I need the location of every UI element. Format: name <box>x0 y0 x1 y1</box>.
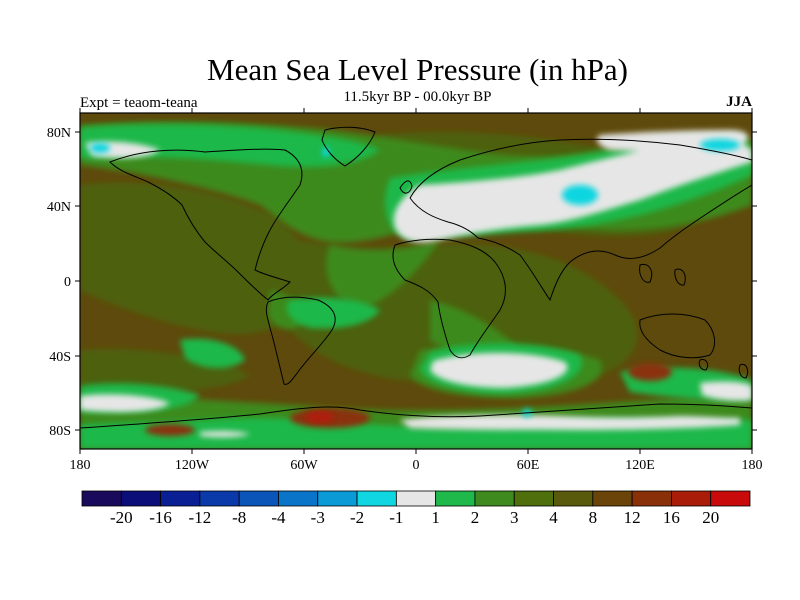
colorbar-swatch <box>120 490 161 507</box>
cyan-regions <box>90 139 740 417</box>
lon-label-60w: 60W <box>290 458 318 473</box>
lat-label-80s: 80S <box>49 424 71 439</box>
lat-label-80n: 80N <box>47 126 71 141</box>
lon-label-180w: 180 <box>70 458 91 473</box>
colorbar-swatch <box>435 490 476 507</box>
colorbar-swatch <box>356 490 397 507</box>
red-regions <box>306 411 334 423</box>
colorbar-label: 1 <box>431 508 440 527</box>
colorbar-swatch <box>160 490 201 507</box>
colorbar-swatch <box>474 490 515 507</box>
colorbar-swatch <box>238 490 279 507</box>
colorbar-label: -16 <box>149 508 172 527</box>
colorbar-swatch <box>592 490 633 507</box>
colorbar-label: 8 <box>589 508 598 527</box>
colorbar-label: 4 <box>549 508 558 527</box>
colorbar: -20 -16 -12 -8 -4 -3 -2 -1 1 2 3 4 8 12 16 20 <box>81 490 751 527</box>
colorbar-swatch <box>395 490 437 507</box>
colorbar-label: -1 <box>389 508 403 527</box>
colorbar-label: 20 <box>702 508 719 527</box>
tick-marks <box>75 108 757 454</box>
experiment-label: Expt = teaom-teana <box>80 95 198 111</box>
lat-tick-labels: 80N 40N 0 40S 80S <box>47 126 71 439</box>
colorbar-label: -8 <box>232 508 246 527</box>
colorbar-label: -2 <box>350 508 364 527</box>
lon-tick-labels: 180 120W 60W 0 60E 120E 180 <box>70 458 763 473</box>
lon-label-120w: 120W <box>175 458 210 473</box>
colorbar-swatch <box>199 490 240 507</box>
colorbar-label: 3 <box>510 508 519 527</box>
lat-label-40n: 40N <box>47 200 71 215</box>
colorbar-swatch <box>278 490 319 507</box>
colorbar-swatch <box>513 490 554 507</box>
season-label: JJA <box>726 94 752 110</box>
colorbar-label: -3 <box>311 508 325 527</box>
lon-label-60e: 60E <box>517 458 540 473</box>
colorbar-swatch <box>317 490 358 507</box>
map-title: Mean Sea Level Pressure (in hPa) <box>207 52 628 87</box>
coastlines <box>80 126 752 429</box>
colorbar-label: -4 <box>271 508 286 527</box>
colorbar-label: 2 <box>471 508 480 527</box>
colorbar-swatch <box>81 490 122 507</box>
lon-label-120e: 120E <box>625 458 655 473</box>
colorbar-swatch <box>671 490 712 507</box>
colorbar-label: -12 <box>189 508 212 527</box>
lat-label-40s: 40S <box>49 350 71 365</box>
lon-label-0: 0 <box>413 458 420 473</box>
pressure-field <box>80 113 752 449</box>
colorbar-swatch <box>631 490 672 507</box>
colorbar-swatch <box>553 490 594 507</box>
lat-label-0: 0 <box>64 275 71 290</box>
colorbar-label: -20 <box>110 508 133 527</box>
colorbar-label: 16 <box>663 508 680 527</box>
colorbar-label: 12 <box>624 508 641 527</box>
lon-label-180e: 180 <box>742 458 763 473</box>
map-subtitle: 11.5kyr BP - 00.0kyr BP <box>343 89 492 105</box>
colorbar-swatch <box>710 490 751 507</box>
